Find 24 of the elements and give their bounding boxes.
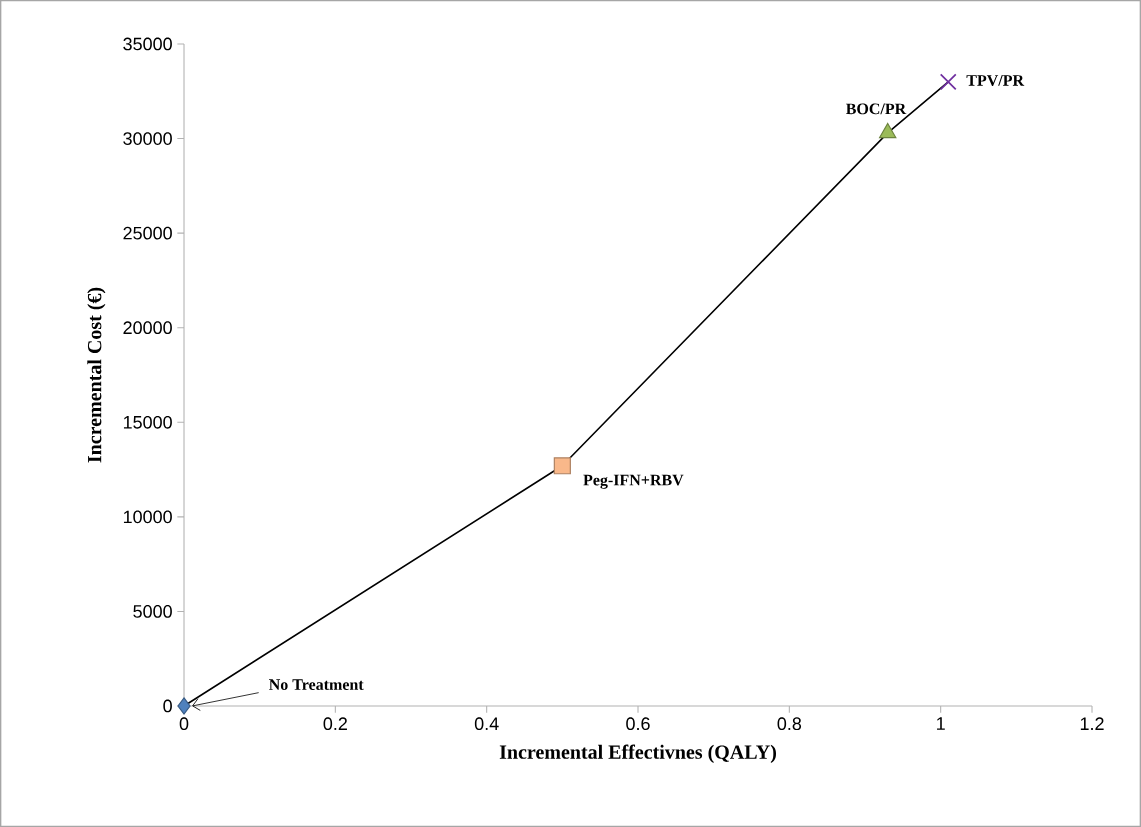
y-tick-label: 35000	[123, 37, 172, 51]
y-tick-label: 15000	[123, 415, 172, 429]
y-tick-label: 5000	[133, 605, 172, 618]
x-tick-label: 0.2	[323, 717, 347, 731]
annotation: BOC/PR	[846, 103, 907, 115]
y-tick-label: 20000	[123, 321, 172, 335]
x-tick-label: 0.6	[626, 717, 650, 731]
x-axis-title: Incremental Effectivnes (QALY)	[499, 744, 777, 763]
annotation: TPV/PR	[966, 75, 1025, 86]
point	[553, 457, 571, 475]
point	[939, 73, 957, 91]
x-tick-label: 0.4	[474, 717, 499, 731]
x-tick-label: 0.8	[777, 717, 802, 731]
x-tick-label: 1	[937, 717, 945, 730]
y-tick-label: 10000	[123, 510, 172, 524]
x-tick-label: 0	[179, 717, 189, 731]
annotation: Peg-IFN+RBV	[583, 474, 684, 489]
y-tick-label: 30000	[123, 132, 172, 145]
x-tick-label: 1.2	[1080, 717, 1104, 730]
point	[177, 697, 191, 715]
annotation: No Treatment	[269, 679, 364, 690]
y-axis-title: Incremental Cost (€)	[87, 287, 106, 463]
y-tick-label: 0	[163, 699, 172, 713]
y-tick-label: 25000	[123, 226, 172, 240]
